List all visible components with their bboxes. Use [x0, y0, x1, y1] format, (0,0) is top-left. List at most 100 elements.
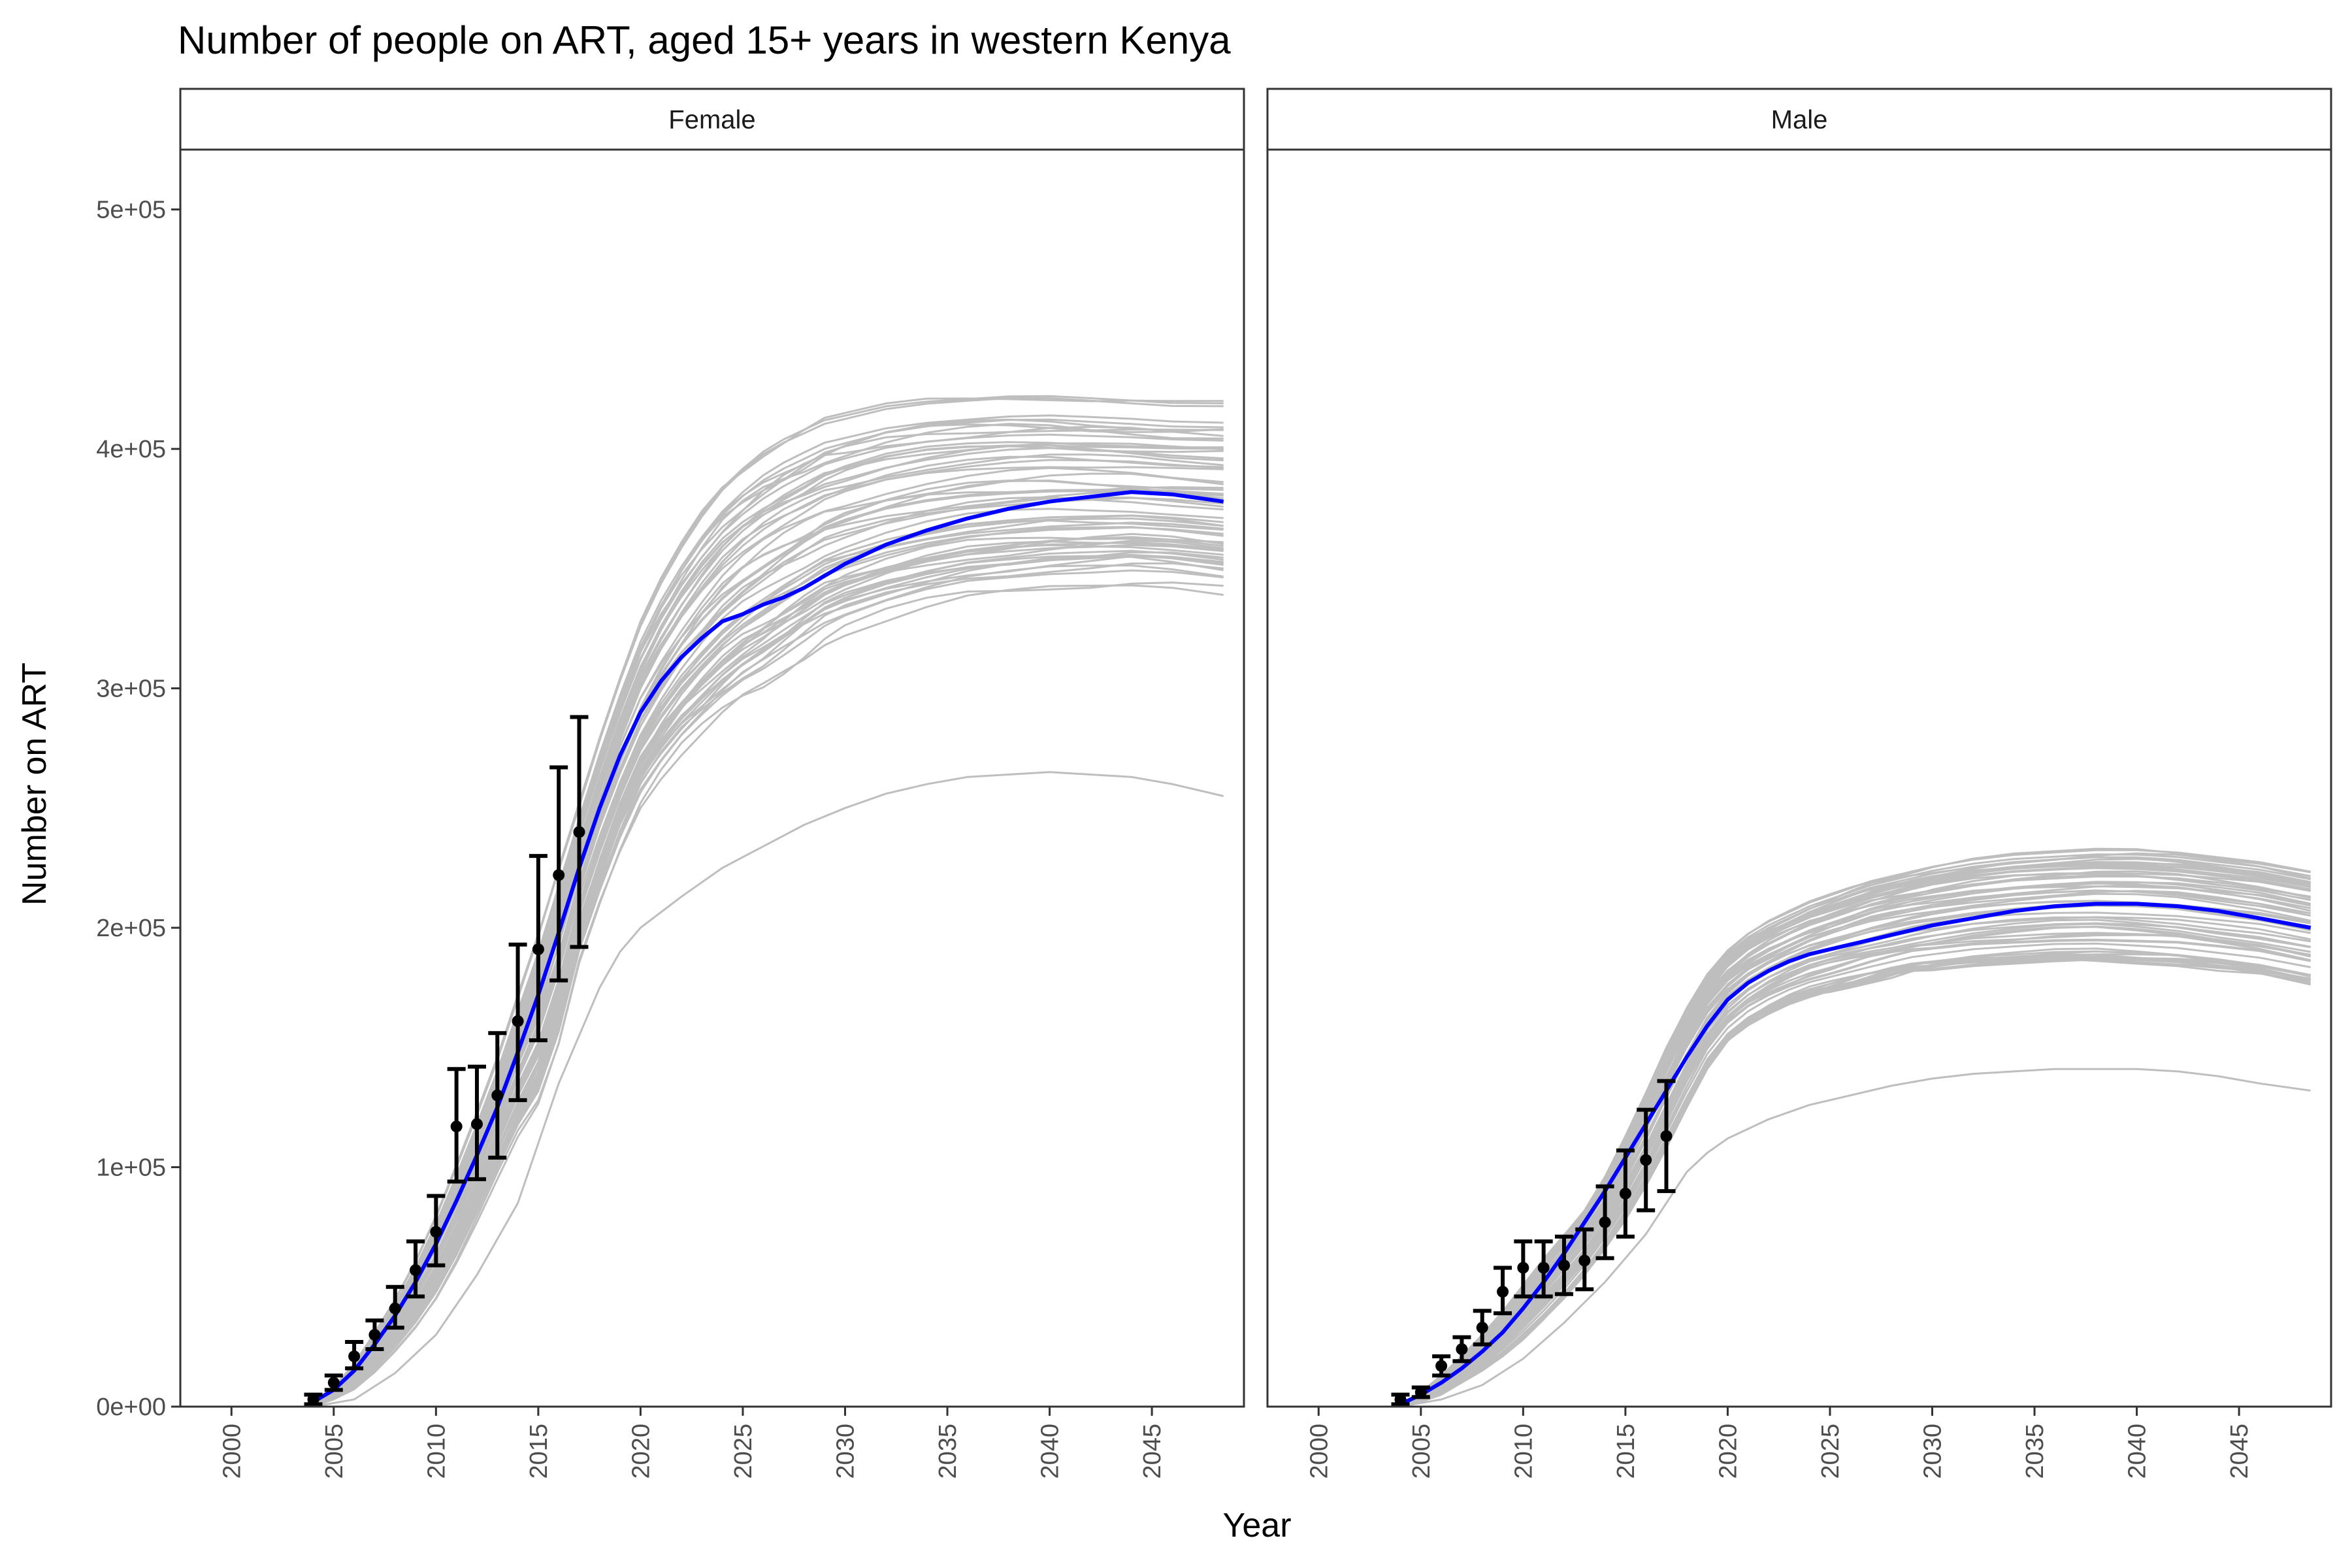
observed-point — [1578, 1254, 1591, 1267]
x-tick-label: 2040 — [1037, 1424, 1064, 1479]
facet-strip-label: Female — [668, 106, 755, 135]
x-tick-label: 2005 — [1408, 1424, 1435, 1479]
simulation-line — [1400, 932, 2311, 1407]
observed-point — [368, 1329, 381, 1341]
observed-point — [430, 1226, 442, 1238]
simulation-line — [1400, 942, 2311, 1407]
x-tick-label: 2035 — [934, 1424, 962, 1479]
observed-point — [1599, 1216, 1611, 1228]
x-tick-label: 2040 — [2124, 1424, 2151, 1479]
observed-point-group — [1391, 1392, 1410, 1407]
y-tick-label: 2e+05 — [96, 915, 166, 942]
simulation-line — [312, 397, 1224, 1403]
simulation-line — [1399, 916, 2311, 1407]
panel-male: Male 2000 2005 2010 2015 2020 2025 2030 2035 2040… — [1266, 88, 2332, 1479]
observed-point-group — [365, 1318, 384, 1352]
observed-point-group — [488, 1031, 507, 1160]
observed-point-group — [1595, 1184, 1614, 1260]
plot-area — [1267, 150, 2331, 1407]
facet-strip — [179, 88, 1245, 151]
observed-point — [1435, 1360, 1448, 1372]
mean-line — [1399, 902, 2311, 1407]
observed-point — [553, 869, 565, 881]
x-tick-label: 2000 — [218, 1424, 246, 1479]
simulation-line — [312, 555, 1224, 1407]
observed-point — [512, 1015, 524, 1027]
simulation-line — [312, 479, 1224, 1405]
observed-point-group — [549, 765, 568, 983]
observed-point — [573, 826, 585, 838]
observed-point — [1414, 1386, 1427, 1399]
simulation-line — [1399, 875, 2311, 1406]
observed-point — [1456, 1343, 1468, 1356]
observed-point-group — [1575, 1227, 1594, 1292]
observed-point-group — [406, 1239, 425, 1299]
plot-content — [304, 395, 1224, 1407]
observed-point-group — [1514, 1239, 1533, 1299]
simulation-line — [1399, 881, 2311, 1406]
x-tick-label: 2025 — [1817, 1424, 1844, 1479]
x-tick-label: 2030 — [832, 1424, 860, 1479]
simulation-line — [312, 562, 1224, 1407]
observed-point — [307, 1394, 319, 1406]
simulation-line — [1399, 849, 2311, 1405]
x-tick-label: 2045 — [1139, 1424, 1166, 1479]
observed-point-group — [324, 1373, 343, 1392]
observed-point — [327, 1377, 340, 1389]
y-tick-label: 5e+05 — [96, 197, 166, 224]
mean-line — [312, 490, 1224, 1404]
observed-point-group — [1637, 1107, 1656, 1213]
observed-point — [1517, 1262, 1529, 1274]
observed-point-group — [447, 1067, 466, 1184]
y-axis-title: Number on ART — [16, 662, 54, 906]
observed-point — [1619, 1187, 1631, 1200]
observed-point-group — [1657, 1079, 1676, 1194]
plot-area — [180, 150, 1244, 1407]
observed-point — [470, 1118, 483, 1130]
observed-point — [450, 1120, 463, 1133]
y-tick-label: 4e+05 — [96, 436, 166, 463]
simulation-line — [312, 496, 1224, 1406]
x-tick-label: 2045 — [2226, 1424, 2253, 1479]
observed-point — [1537, 1262, 1550, 1274]
observed-point-group — [385, 1284, 404, 1330]
observed-point — [1558, 1259, 1570, 1271]
x-tick-label: 2020 — [627, 1424, 655, 1479]
simulation-line-outlier — [313, 771, 1224, 1407]
simulation-line — [312, 526, 1224, 1407]
observed-point — [1394, 1394, 1407, 1406]
y-tick-label: 0e+00 — [96, 1394, 166, 1421]
x-tick-label: 2015 — [1612, 1424, 1640, 1479]
panel-border — [179, 148, 1245, 1408]
observed-point — [491, 1089, 504, 1102]
simulation-line — [312, 472, 1224, 1405]
observed-point-group — [1432, 1354, 1451, 1378]
observed-point-group — [304, 1392, 323, 1407]
observed-point-group — [427, 1194, 446, 1267]
y-tick-label: 1e+05 — [96, 1154, 166, 1182]
x-tick-label: 2030 — [1919, 1424, 1947, 1479]
observed-point-group — [1411, 1385, 1430, 1399]
y-axis: 0e+00 1e+05 2e+05 3e+05 4e+05 5e+05 — [96, 197, 180, 1421]
observed-point-group — [529, 854, 547, 1043]
x-tick-label: 2020 — [1714, 1424, 1742, 1479]
simulation-line — [1399, 919, 2311, 1407]
observed-point — [410, 1264, 422, 1277]
panel-border — [1266, 148, 2332, 1408]
plot-content — [1391, 847, 2311, 1407]
observed-point-group — [1473, 1309, 1492, 1347]
x-tick-label: 2005 — [321, 1424, 348, 1479]
observed-point-group — [508, 942, 527, 1102]
simulation-line — [312, 569, 1224, 1407]
x-tick-label: 2010 — [423, 1424, 450, 1479]
observed-point — [1497, 1286, 1509, 1298]
y-tick-label: 3e+05 — [96, 676, 166, 703]
simulation-line — [1399, 889, 2311, 1407]
observed-point — [348, 1350, 361, 1363]
simulation-line — [312, 549, 1224, 1407]
observed-point-group — [345, 1340, 364, 1371]
panels-layer: Female 2000 2005 2010 2015 2020 2025 2030 2035 20… — [179, 88, 2332, 1479]
x-tick-label: 2015 — [525, 1424, 553, 1479]
observed-point — [1660, 1130, 1673, 1142]
